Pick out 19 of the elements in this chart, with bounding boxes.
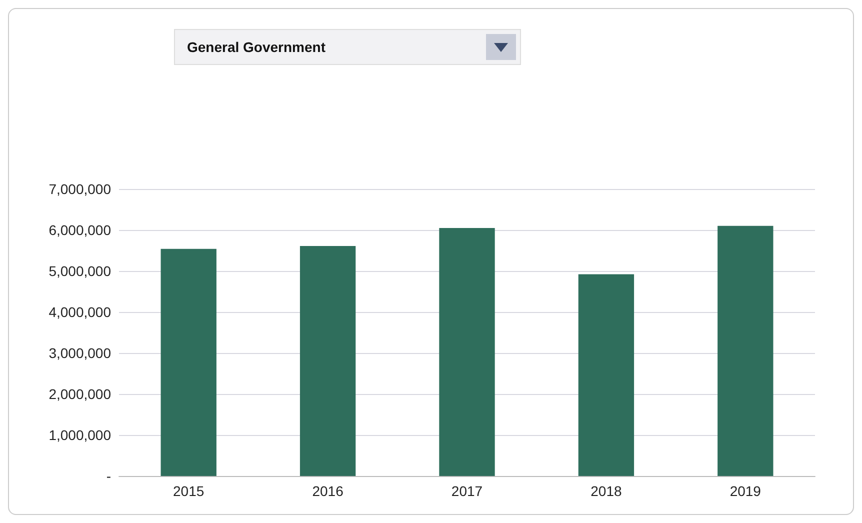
chart-title: General Government	[187, 39, 326, 55]
y-tick-label: 1,000,000	[48, 427, 112, 443]
y-tick-label: 6,000,000	[48, 222, 112, 238]
x-tick-label: 2019	[730, 483, 762, 499]
bar	[439, 228, 495, 476]
y-tick-label: 4,000,000	[48, 304, 112, 320]
bar	[578, 274, 634, 476]
y-tick-label: 2,000,000	[48, 386, 112, 402]
y-tick-label: 3,000,000	[48, 345, 112, 361]
x-tick-label: 2017	[451, 483, 483, 499]
y-tick-label: 7,000,000	[48, 181, 112, 197]
bar	[300, 246, 356, 476]
x-tick-label: 2018	[590, 483, 622, 499]
bar	[718, 226, 774, 476]
y-tick-label: 5,000,000	[48, 263, 112, 279]
x-tick-label: 2015	[173, 483, 204, 499]
x-tick-label: 2016	[312, 483, 344, 499]
bar	[160, 248, 216, 476]
y-tick-label: -	[106, 468, 112, 484]
